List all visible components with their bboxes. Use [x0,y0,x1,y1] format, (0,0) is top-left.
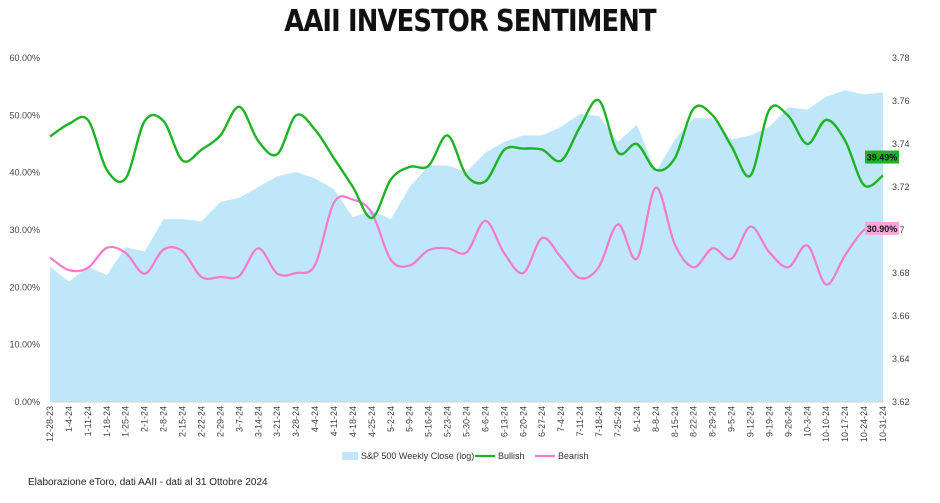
bearish-line [49,186,884,286]
x-tick-label: 2-1-24 [140,406,150,432]
x-tick-label: 3-28-24 [291,406,301,437]
bullish-end-badge [865,150,899,164]
x-tick-label: 1-25-24 [121,406,131,437]
x-tick-label: 10-17-24 [840,406,850,442]
x-tick-label: 6-13-24 [499,406,509,437]
x-tick-label: 2-29-24 [215,406,225,437]
left-tick-label: 0.00% [14,397,40,407]
right-tick-label: 3.66 [892,311,910,321]
x-tick-label: 6-6-24 [480,406,490,432]
right-tick-label: 3.68 [892,268,910,278]
x-tick-label: 3-14-24 [253,406,263,437]
x-tick-label: 1-18-24 [102,406,112,437]
x-tick-label: 8-22-24 [689,406,699,437]
left-y-axis: 0.00% 10.00% 20.00% 30.00% 40.00% 50.00% 60.00… [9,53,40,407]
x-tick-label: 2-15-24 [178,406,188,437]
x-tick-label: 10-3-24 [802,406,812,437]
right-tick-label: 3.78 [892,53,910,63]
bearish-end-label: 30.90% [867,224,898,234]
chart-legend: S&P 500 Weekly Close (log) Bullish Bearish [342,451,589,461]
x-tick-label: 3-7-24 [234,406,244,432]
x-tick-label: 8-1-24 [632,406,642,432]
right-tick-label: 3.64 [892,354,910,364]
right-tick-label: 3.74 [892,139,910,149]
end-value-badges: 39.49% 30.90% [865,150,899,235]
x-tick-label: 10-31-24 [878,406,888,442]
x-tick-label: 2-22-24 [197,406,207,437]
x-tick-label: 6-27-24 [537,406,547,437]
x-tick-label: 8-8-24 [651,406,661,432]
x-tick-label: 5-9-24 [405,406,415,432]
x-tick-label: 7-18-24 [594,406,604,437]
x-tick-label: 8-15-24 [670,406,680,437]
bearish-end-badge [865,221,899,235]
x-tick-label: 9-19-24 [764,406,774,437]
x-tick-label: 4-25-24 [367,406,377,437]
x-tick-label: 4-4-24 [310,406,320,432]
left-tick-label: 50.00% [9,110,40,120]
x-tick-label: 10-24-24 [859,406,869,442]
x-tick-label: 1-11-24 [83,406,93,436]
x-tick-label: 7-11-24 [575,406,585,436]
x-tick-label: 7-25-24 [613,406,623,437]
left-tick-label: 10.00% [9,340,40,350]
legend-bearish-label: Bearish [558,451,589,461]
x-tick-label: 10-10-24 [821,406,831,442]
right-tick-label: 3.62 [892,397,910,407]
sp500-area [50,90,883,402]
x-tick-label: 9-26-24 [783,406,793,437]
x-tick-label: 9-5-24 [727,406,737,432]
legend-sp500-label: S&P 500 Weekly Close (log) [361,451,474,461]
legend-sp500-swatch [342,452,358,460]
x-tick-label: 6-20-24 [518,406,528,437]
left-tick-label: 30.00% [9,225,40,235]
right-tick-label: 3.76 [892,96,910,106]
x-tick-label: 4-11-24 [329,406,339,436]
x-tick-label: 2-8-24 [159,406,169,432]
x-tick-label: 5-16-24 [424,406,434,437]
x-tick-label: 5-23-24 [443,406,453,437]
right-tick-label: 3.72 [892,182,910,192]
x-tick-label: 5-30-24 [462,406,472,437]
left-tick-label: 60.00% [9,53,40,63]
left-tick-label: 40.00% [9,168,40,178]
bullish-line [49,98,884,220]
source-note: Elaborazione eToro, dati AAII - dati al … [28,477,268,488]
x-tick-label: 5-2-24 [386,406,396,432]
x-tick-label: 9-12-24 [746,406,756,437]
sp500-area-layer [50,90,883,402]
bullish-end-label: 39.49% [867,153,898,163]
left-tick-label: 20.00% [9,282,40,292]
x-tick-label: 7-4-24 [556,406,566,432]
sentiment-lines-layer [49,98,884,286]
x-tick-label: 3-21-24 [272,406,282,437]
chart-title: AAII INVESTOR SENTIMENT [284,4,656,39]
x-tick-label: 4-18-24 [348,406,358,437]
x-axis: 12-28-23 1-4-24 1-11-24 1-18-24 1-25-24 2-1-2… [45,401,888,442]
x-tick-label: 8-29-24 [708,406,718,437]
x-tick-label: 12-28-23 [45,406,55,442]
legend-bullish-label: Bullish [498,451,525,461]
x-tick-label: 1-4-24 [64,406,74,432]
